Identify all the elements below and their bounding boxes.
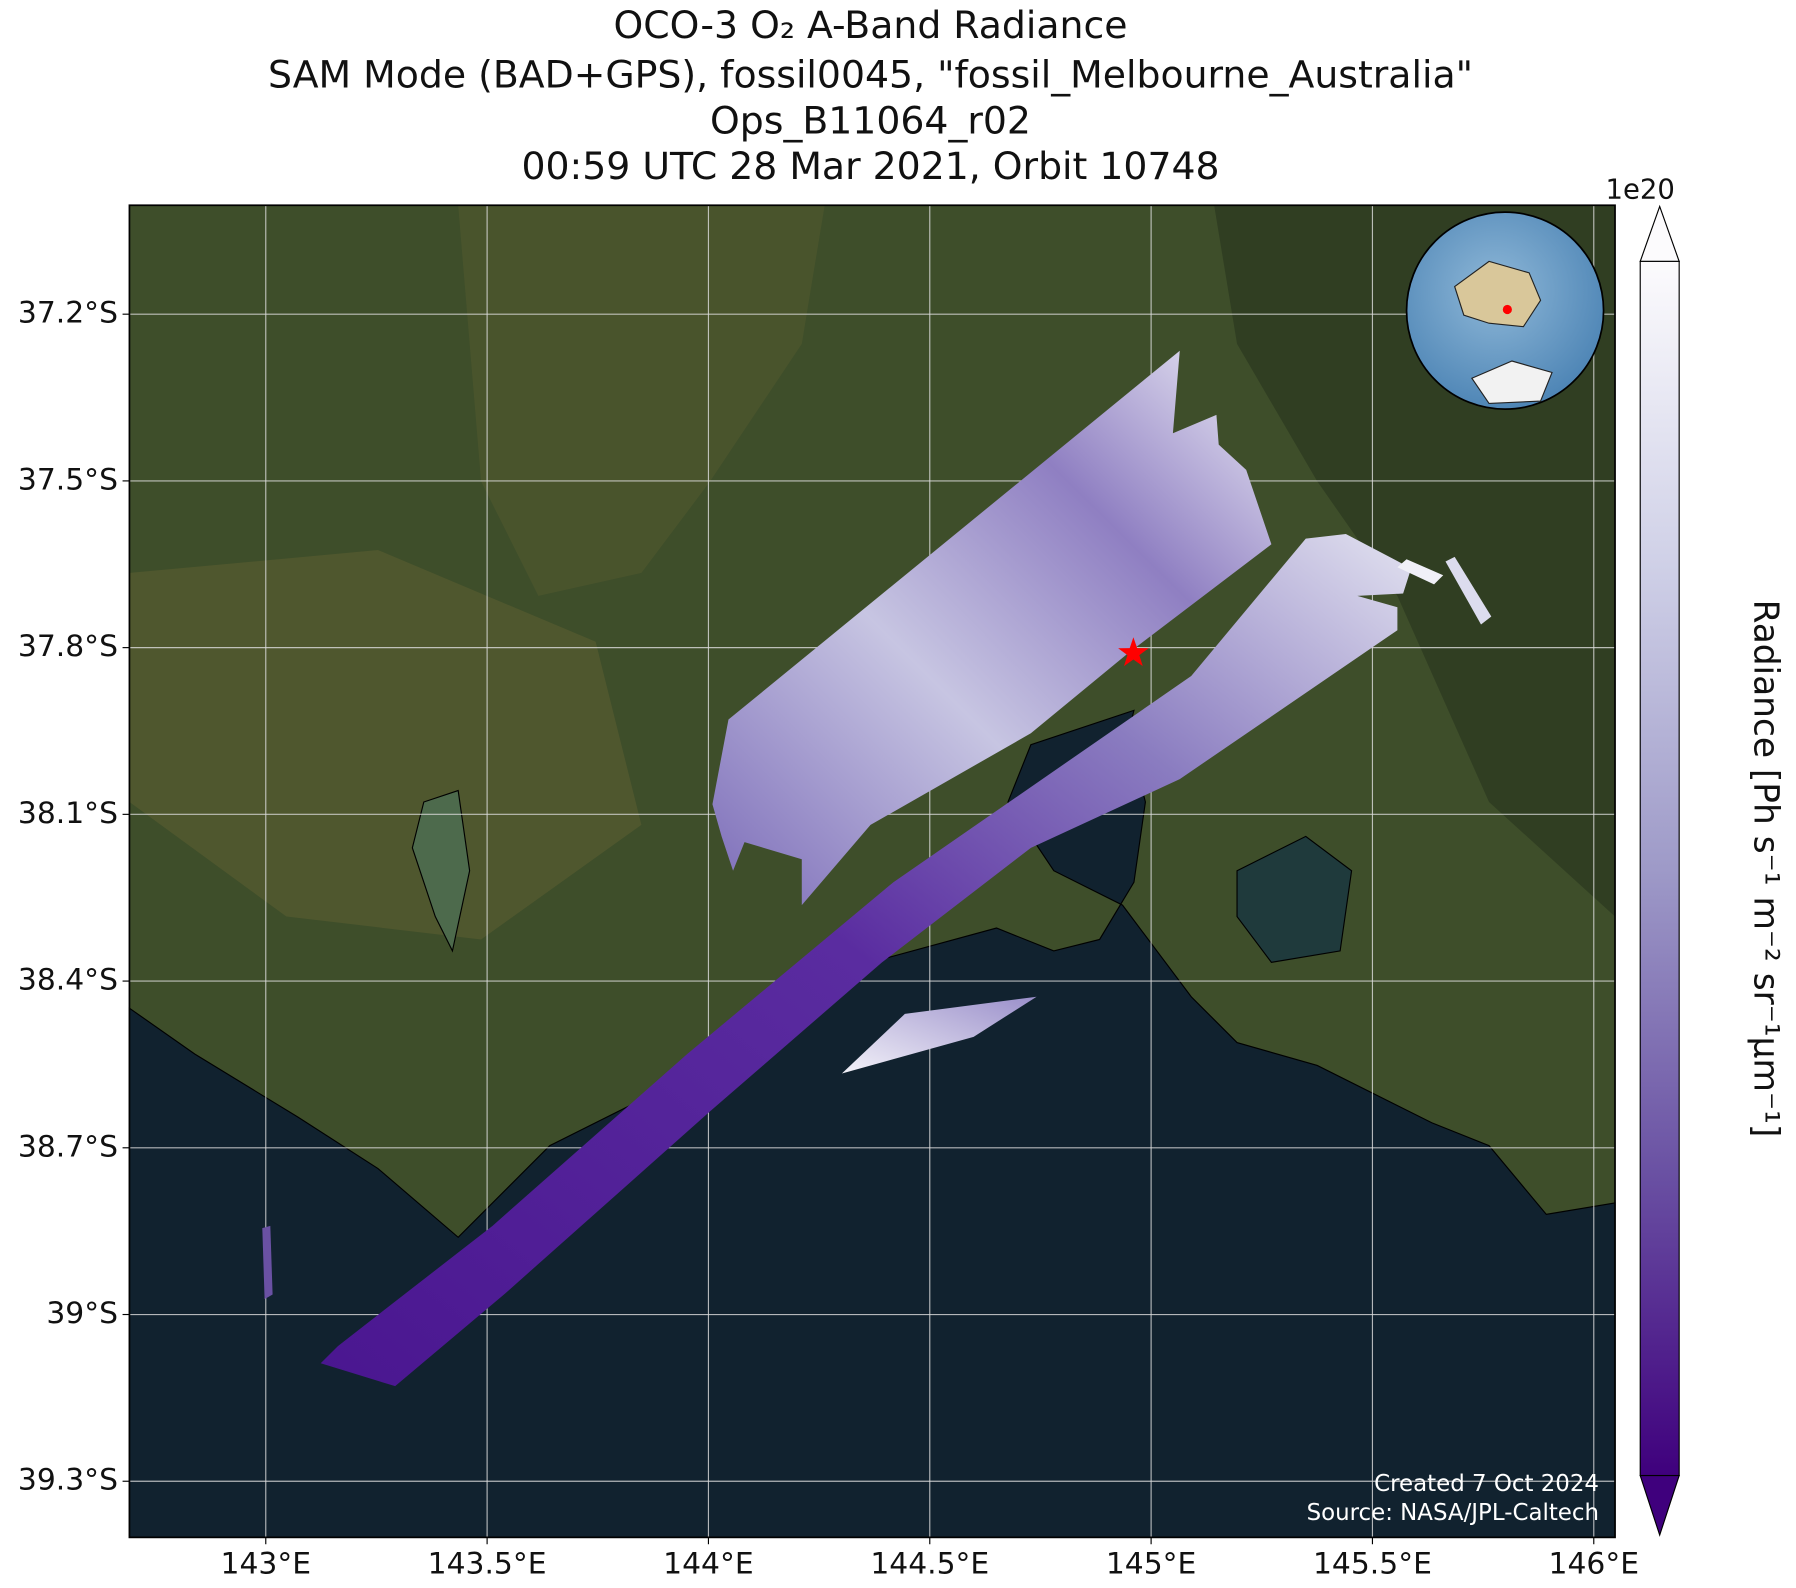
map-frame	[128, 204, 1616, 1539]
credits: Created 7 Oct 2024 Source: NASA/JPL-Calt…	[1307, 1471, 1599, 1526]
y-tick-label: 38.1°S	[18, 796, 118, 831]
x-tick-label: 145°E	[1106, 1546, 1197, 1581]
colorbar-offset: 1e20	[1606, 173, 1675, 205]
lake	[411, 789, 471, 953]
land-texture	[458, 205, 825, 596]
australia	[1453, 260, 1542, 328]
credit: Source: NASA/JPL-Caltech	[1307, 1500, 1599, 1526]
y-tick-label: 37.8°S	[18, 629, 118, 664]
title-line: 00:59 UTC 28 Mar 2021, Orbit 10748	[521, 144, 1219, 188]
x-tick-label: 143°E	[221, 1546, 312, 1581]
x-tick-label: 144°E	[663, 1546, 754, 1581]
y-tick-label: 39.3°S	[18, 1463, 118, 1498]
swath	[1445, 556, 1492, 625]
swath	[320, 533, 1412, 1387]
swath	[1397, 559, 1444, 585]
colorbar-label: Radiance [Ph s⁻¹ m⁻² sr⁻¹μm⁻¹]	[1745, 600, 1785, 1138]
y-tick-label: 38.4°S	[18, 963, 118, 998]
title-line: Ops_B11064_r02	[710, 98, 1031, 142]
colorbar: 1e20 Radiance [Ph s⁻¹ m⁻² sr⁻¹μm⁻¹]	[1606, 173, 1785, 1537]
x-tick-label: 144.5°E	[870, 1546, 989, 1581]
globe-target	[1502, 304, 1512, 315]
swath	[712, 350, 1272, 906]
credit: Created 7 Oct 2024	[1374, 1471, 1599, 1497]
title-line: SAM Mode (BAD+GPS), fossil0045, "fossil_…	[268, 52, 1473, 96]
swaths	[262, 350, 1492, 1387]
western-port	[1236, 835, 1353, 963]
x-tick-label: 145.5°E	[1313, 1546, 1432, 1581]
y-tick-label: 38.7°S	[18, 1129, 118, 1164]
y-tick-label: 39°S	[46, 1296, 118, 1331]
colorbar-extend-max	[1639, 204, 1680, 262]
colorbar-bar	[1639, 260, 1680, 1477]
y-tick-label: 37.5°S	[18, 462, 118, 497]
x-tick-label: 143.5°E	[428, 1546, 547, 1581]
antarctica	[1470, 360, 1553, 405]
swath	[841, 996, 1037, 1074]
title-line: OCO-3 O₂ A-Band Radiance	[614, 3, 1128, 47]
grid	[129, 205, 1616, 1538]
x-tick-label: 146°E	[1549, 1546, 1640, 1581]
swath	[262, 1225, 273, 1300]
titles: OCO-3 O₂ A-Band Radiance SAM Mode (BAD+G…	[268, 3, 1473, 188]
y-tick-label: 37.2°S	[18, 296, 118, 331]
colorbar-extend-min	[1639, 1474, 1680, 1537]
target-star	[1118, 637, 1149, 667]
